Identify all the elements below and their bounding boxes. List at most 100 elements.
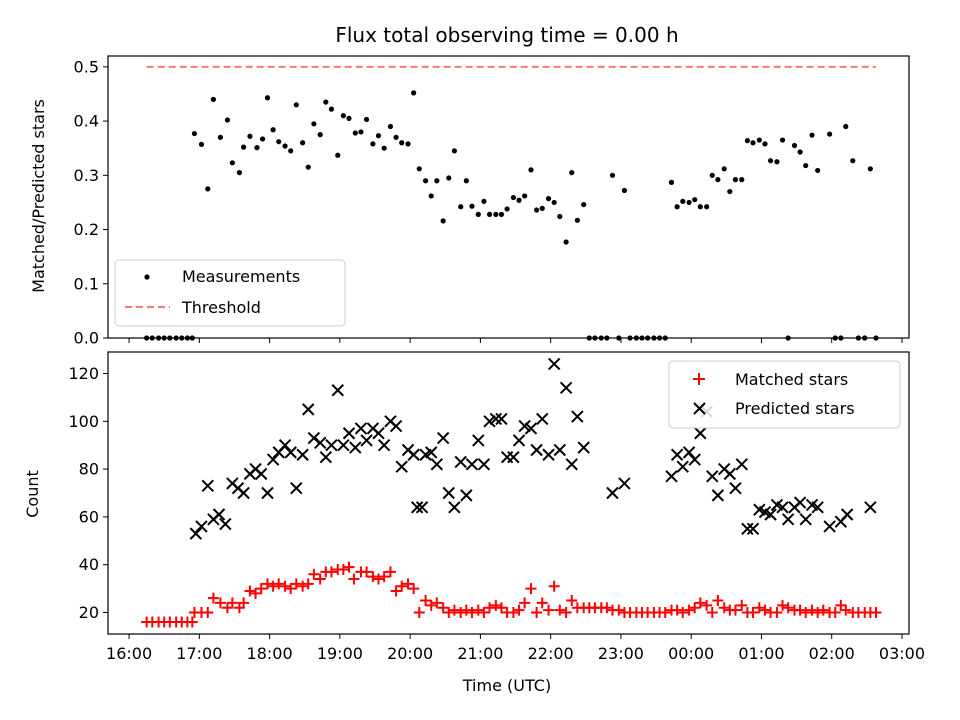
measurement-point	[767, 158, 774, 164]
matched-point	[302, 578, 314, 590]
predicted-point	[407, 448, 420, 461]
measurement-point	[264, 95, 271, 101]
matched-point	[701, 599, 713, 611]
measurement-point	[827, 131, 833, 137]
matched-point	[290, 578, 302, 590]
matched-point	[443, 606, 455, 618]
measurement-point	[739, 177, 745, 183]
series-matched-stars	[141, 561, 882, 628]
measurement-point	[528, 167, 534, 173]
measurement-point	[270, 127, 276, 133]
ratio-panel: Flux total observing time = 0.00 h Match…	[29, 23, 910, 348]
predicted-point	[284, 446, 297, 459]
measurement-point	[340, 113, 346, 119]
measurement-point	[451, 148, 457, 154]
measurement-point	[328, 106, 335, 112]
matched-point	[543, 604, 555, 616]
matched-point	[448, 604, 460, 616]
legend-predicted-marker	[693, 402, 706, 415]
y-tick-label: 40	[79, 555, 99, 574]
measurement-point	[516, 197, 522, 203]
predicted-point	[665, 470, 678, 483]
matched-point	[413, 606, 425, 618]
x-tick-label: 21:00	[457, 644, 503, 663]
matched-point	[829, 606, 841, 618]
x-tick-label: 18:00	[247, 644, 293, 663]
measurement-point	[236, 169, 242, 176]
measurement-point	[551, 199, 557, 206]
x-tick-label: 02:00	[809, 644, 855, 663]
matched-point	[261, 578, 273, 590]
measurement-point	[259, 136, 266, 142]
predicted-point	[618, 477, 631, 490]
matched-point	[402, 578, 414, 590]
measurement-point	[358, 129, 364, 135]
measurement-point	[727, 188, 733, 195]
predicted-point	[489, 412, 503, 426]
x-tick-label: 01:00	[738, 644, 784, 663]
predicted-point	[425, 446, 438, 459]
measurement-point	[399, 140, 405, 146]
predicted-point	[296, 448, 309, 461]
predicted-point	[559, 381, 573, 395]
predicted-point	[337, 438, 350, 452]
predicted-point	[465, 458, 479, 471]
measurement-point	[674, 204, 680, 210]
matched-point	[420, 595, 432, 607]
predicted-point	[395, 460, 408, 473]
predicted-point	[793, 496, 807, 509]
predicted-point	[799, 513, 812, 526]
predicted-point	[840, 508, 854, 521]
x-tick-label: 03:00	[879, 644, 925, 663]
matched-point	[840, 604, 852, 616]
predicted-point	[606, 486, 619, 500]
measurement-point	[779, 137, 786, 143]
measurement-point	[276, 139, 282, 145]
x-tick-label: 16:00	[106, 644, 152, 663]
measurement-point	[774, 159, 780, 165]
predicted-point	[302, 403, 315, 416]
matched-point	[472, 604, 484, 616]
matched-point	[613, 604, 625, 616]
legend-threshold-label: Threshold	[181, 298, 261, 317]
measurement-point	[428, 193, 434, 199]
matched-point	[431, 597, 443, 609]
measurement-point	[387, 123, 394, 130]
matched-point	[671, 604, 683, 616]
matched-point	[747, 606, 759, 618]
matched-point	[495, 602, 507, 614]
matched-point	[694, 597, 706, 609]
matched-point	[244, 585, 256, 597]
matched-point	[437, 602, 449, 614]
ratio-axes: 0.0 0.1 0.2 0.3 0.4 0.5	[74, 55, 910, 348]
measurement-point	[797, 149, 803, 155]
x-tick-label: 17:00	[176, 644, 222, 663]
matched-point	[507, 606, 519, 618]
predicted-point	[495, 412, 508, 426]
matched-point	[706, 606, 718, 618]
matched-point	[361, 566, 373, 578]
legend-box	[114, 259, 346, 327]
matched-point	[221, 602, 233, 614]
y-tick-label: 120	[68, 364, 99, 383]
measurement-point	[224, 117, 231, 123]
predicted-point	[189, 527, 203, 540]
measurement-point	[475, 211, 481, 217]
x-tick-label: 20:00	[387, 644, 433, 663]
y-tick-label: 0.4	[74, 112, 99, 131]
predicted-point	[735, 458, 748, 471]
predicted-point	[410, 501, 424, 514]
predicted-point	[746, 522, 760, 536]
measurement-point	[335, 152, 341, 158]
matched-point	[367, 571, 379, 583]
matched-point	[255, 583, 267, 595]
predicted-point	[278, 438, 292, 452]
predicted-point	[536, 412, 549, 426]
predicted-point	[266, 453, 280, 466]
y-tick-label: 80	[79, 460, 99, 479]
matched-point	[343, 561, 355, 573]
measurement-point	[721, 166, 727, 172]
predicted-point	[565, 458, 578, 471]
matched-point	[455, 606, 467, 618]
